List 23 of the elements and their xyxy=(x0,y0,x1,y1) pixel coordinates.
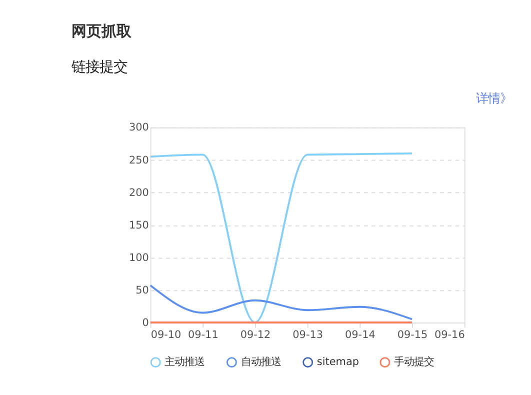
chart-title: 网页抓取 xyxy=(71,22,132,40)
text: 详情》 xyxy=(476,92,512,106)
legend-label: 自动推送 xyxy=(240,356,281,368)
legend-label: sitemap xyxy=(316,356,360,368)
y-tick-label: 100 xyxy=(128,252,149,264)
y-tick-label: 200 xyxy=(128,186,149,199)
x-tick-label: 09-15 xyxy=(397,329,428,342)
y-tick-label: 250 xyxy=(128,154,149,166)
line-series xyxy=(149,284,414,320)
x-tick-label: 09-12 xyxy=(240,329,271,342)
line-series xyxy=(149,152,414,324)
x-tick-label: 09-10 xyxy=(150,329,182,342)
legend-label: 主动推送 xyxy=(164,356,205,368)
y-tick-label: 150 xyxy=(128,219,149,232)
y-tick-label: 0 xyxy=(142,316,149,329)
x-tick-label: 09-11 xyxy=(188,329,218,342)
y-tick-label: 300 xyxy=(128,122,149,134)
legend-label: 手动提交 xyxy=(394,356,434,368)
chart-subtitle: 链接提交 xyxy=(70,59,128,76)
x-tick-label: 09-13 xyxy=(292,329,324,342)
y-tick-label: 50 xyxy=(136,284,149,296)
x-tick-label: 09-16 xyxy=(434,329,465,342)
x-tick-label: 09-14 xyxy=(345,329,376,342)
